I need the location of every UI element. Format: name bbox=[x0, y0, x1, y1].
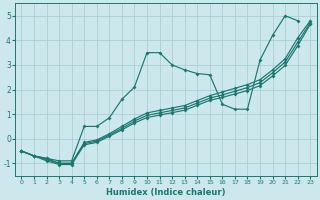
X-axis label: Humidex (Indice chaleur): Humidex (Indice chaleur) bbox=[106, 188, 226, 197]
